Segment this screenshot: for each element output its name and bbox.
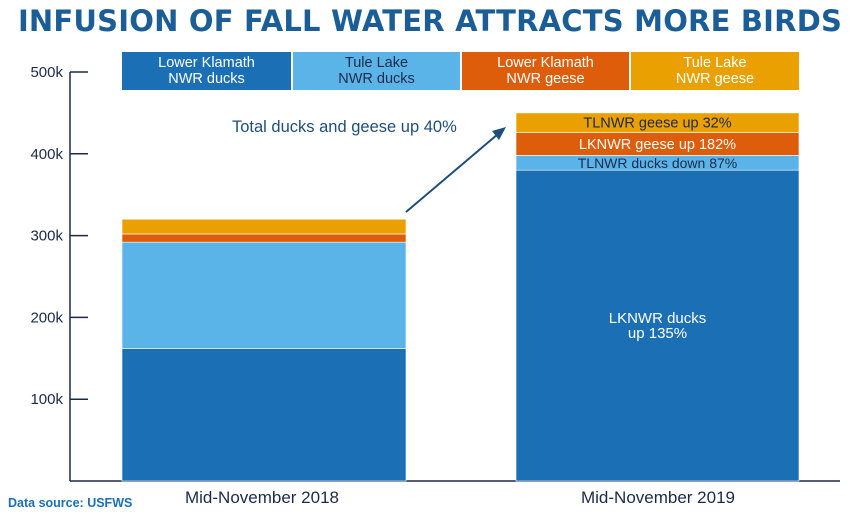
legend-label-line2: NWR ducks — [338, 71, 415, 87]
legend-item: Lower Klamath NWR ducks — [122, 52, 291, 90]
bar-segment — [121, 241, 407, 349]
legend-label-line1: Tule Lake — [683, 55, 747, 71]
bar-segment — [515, 112, 800, 133]
segment-label: TLNWR ducks down 87% — [578, 155, 738, 171]
legend-label-line1: Tule Lake — [344, 55, 409, 71]
legend-item: Tule Lake NWR geese — [631, 52, 799, 90]
segment-label: LKNWR geese up 182% — [579, 137, 736, 153]
bar-segment — [121, 233, 407, 243]
segment-label: LKNWR ducks — [609, 310, 707, 327]
x-category-label: Mid-November 2019 — [581, 488, 735, 507]
y-tick-label: 500k — [30, 64, 63, 81]
bar-segment — [121, 218, 407, 235]
annotation-text: Total ducks and geese up 40% — [232, 118, 457, 136]
data-source: Data source: USFWS — [8, 496, 133, 510]
bar-segment — [515, 169, 800, 482]
legend-label-line1: Lower Klamath — [497, 55, 594, 71]
legend-label-line2: NWR ducks — [168, 71, 245, 87]
legend-label-line2: NWR geese — [506, 71, 585, 87]
y-tick-label: 200k — [30, 309, 63, 326]
y-tick-label: 300k — [30, 228, 63, 245]
segment-label: TLNWR geese up 32% — [583, 116, 731, 132]
x-category-label: Mid-November 2018 — [185, 488, 339, 507]
annotation-arrow-line — [405, 133, 499, 213]
chart-title: INFUSION OF FALL WATER ATTRACTS MORE BIR… — [17, 4, 843, 38]
legend-item: Lower Klamath NWR geese — [462, 52, 629, 90]
legend-label-line1: Lower Klamath — [158, 55, 255, 71]
bar-segment — [121, 348, 407, 482]
segment-label: up 135% — [628, 325, 687, 342]
annotation-arrow-head — [492, 127, 506, 140]
y-tick-label: 400k — [30, 146, 63, 163]
legend-item: Tule Lake NWR ducks — [293, 52, 460, 90]
legend-label-line2: NWR geese — [675, 71, 755, 87]
y-tick-label: 100k — [30, 391, 63, 408]
